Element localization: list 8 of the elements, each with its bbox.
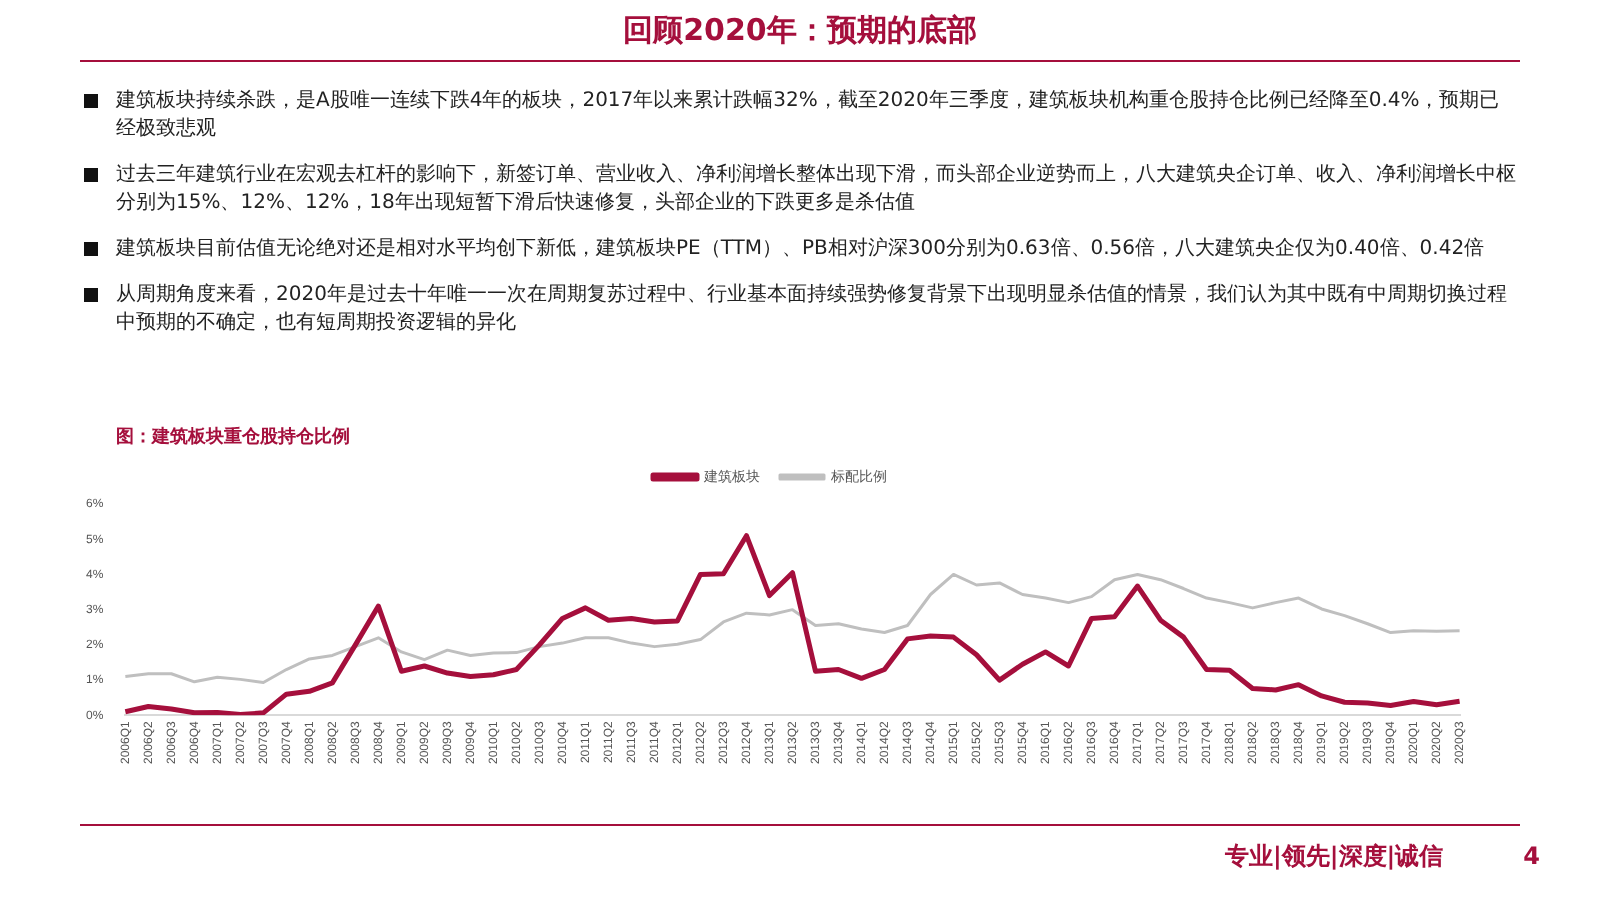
text: 4 (1523, 842, 1540, 870)
text: 过去三年建筑行业在宏观去杠杆的影响下，新签订单、营业收入、净利润增长整体出现下滑，而头部企业逆势而上，八大建筑央企订单、收入、净利润增长中枢分别为15%、12%、12%，18年出现短暂下滑后快速修复，头部企业的下跌更多是杀估值 (116, 162, 1516, 218)
text: 建筑板块持续杀跌，是A股唯一连续下跌4年的板块，2017年以来累计跌幅32%，截至2020年三季度，建筑板块机构重仓股持仓比例已经降至0.4%，预期已经极致悲观 (116, 88, 1502, 144)
chart-title: 回顾2020年：预期的底部 (621, 12, 979, 50)
text: 专业|领先|深度|诚信 (1224, 842, 1444, 870)
text: 从周期角度来看，2020年是过去十年唯一一次在周期复苏过程中、行业基本面持续强势修复背景下出现明显杀估值的情景，我们认为其中既有中周期切换过程中预期的不确定，也有短周期投资逻辑的异化 (116, 282, 1509, 338)
text: 建筑板块目前估值无论绝对还是相对水平均创下新低，建筑板块PE（TTM）、PB相对沪深300分别为0.63倍、0.56倍，八大建筑央企仅为0.40倍、0.42倍 (116, 236, 1487, 264)
chart-subtitle: 图：建筑板块重仓股持仓比例 (116, 424, 350, 450)
